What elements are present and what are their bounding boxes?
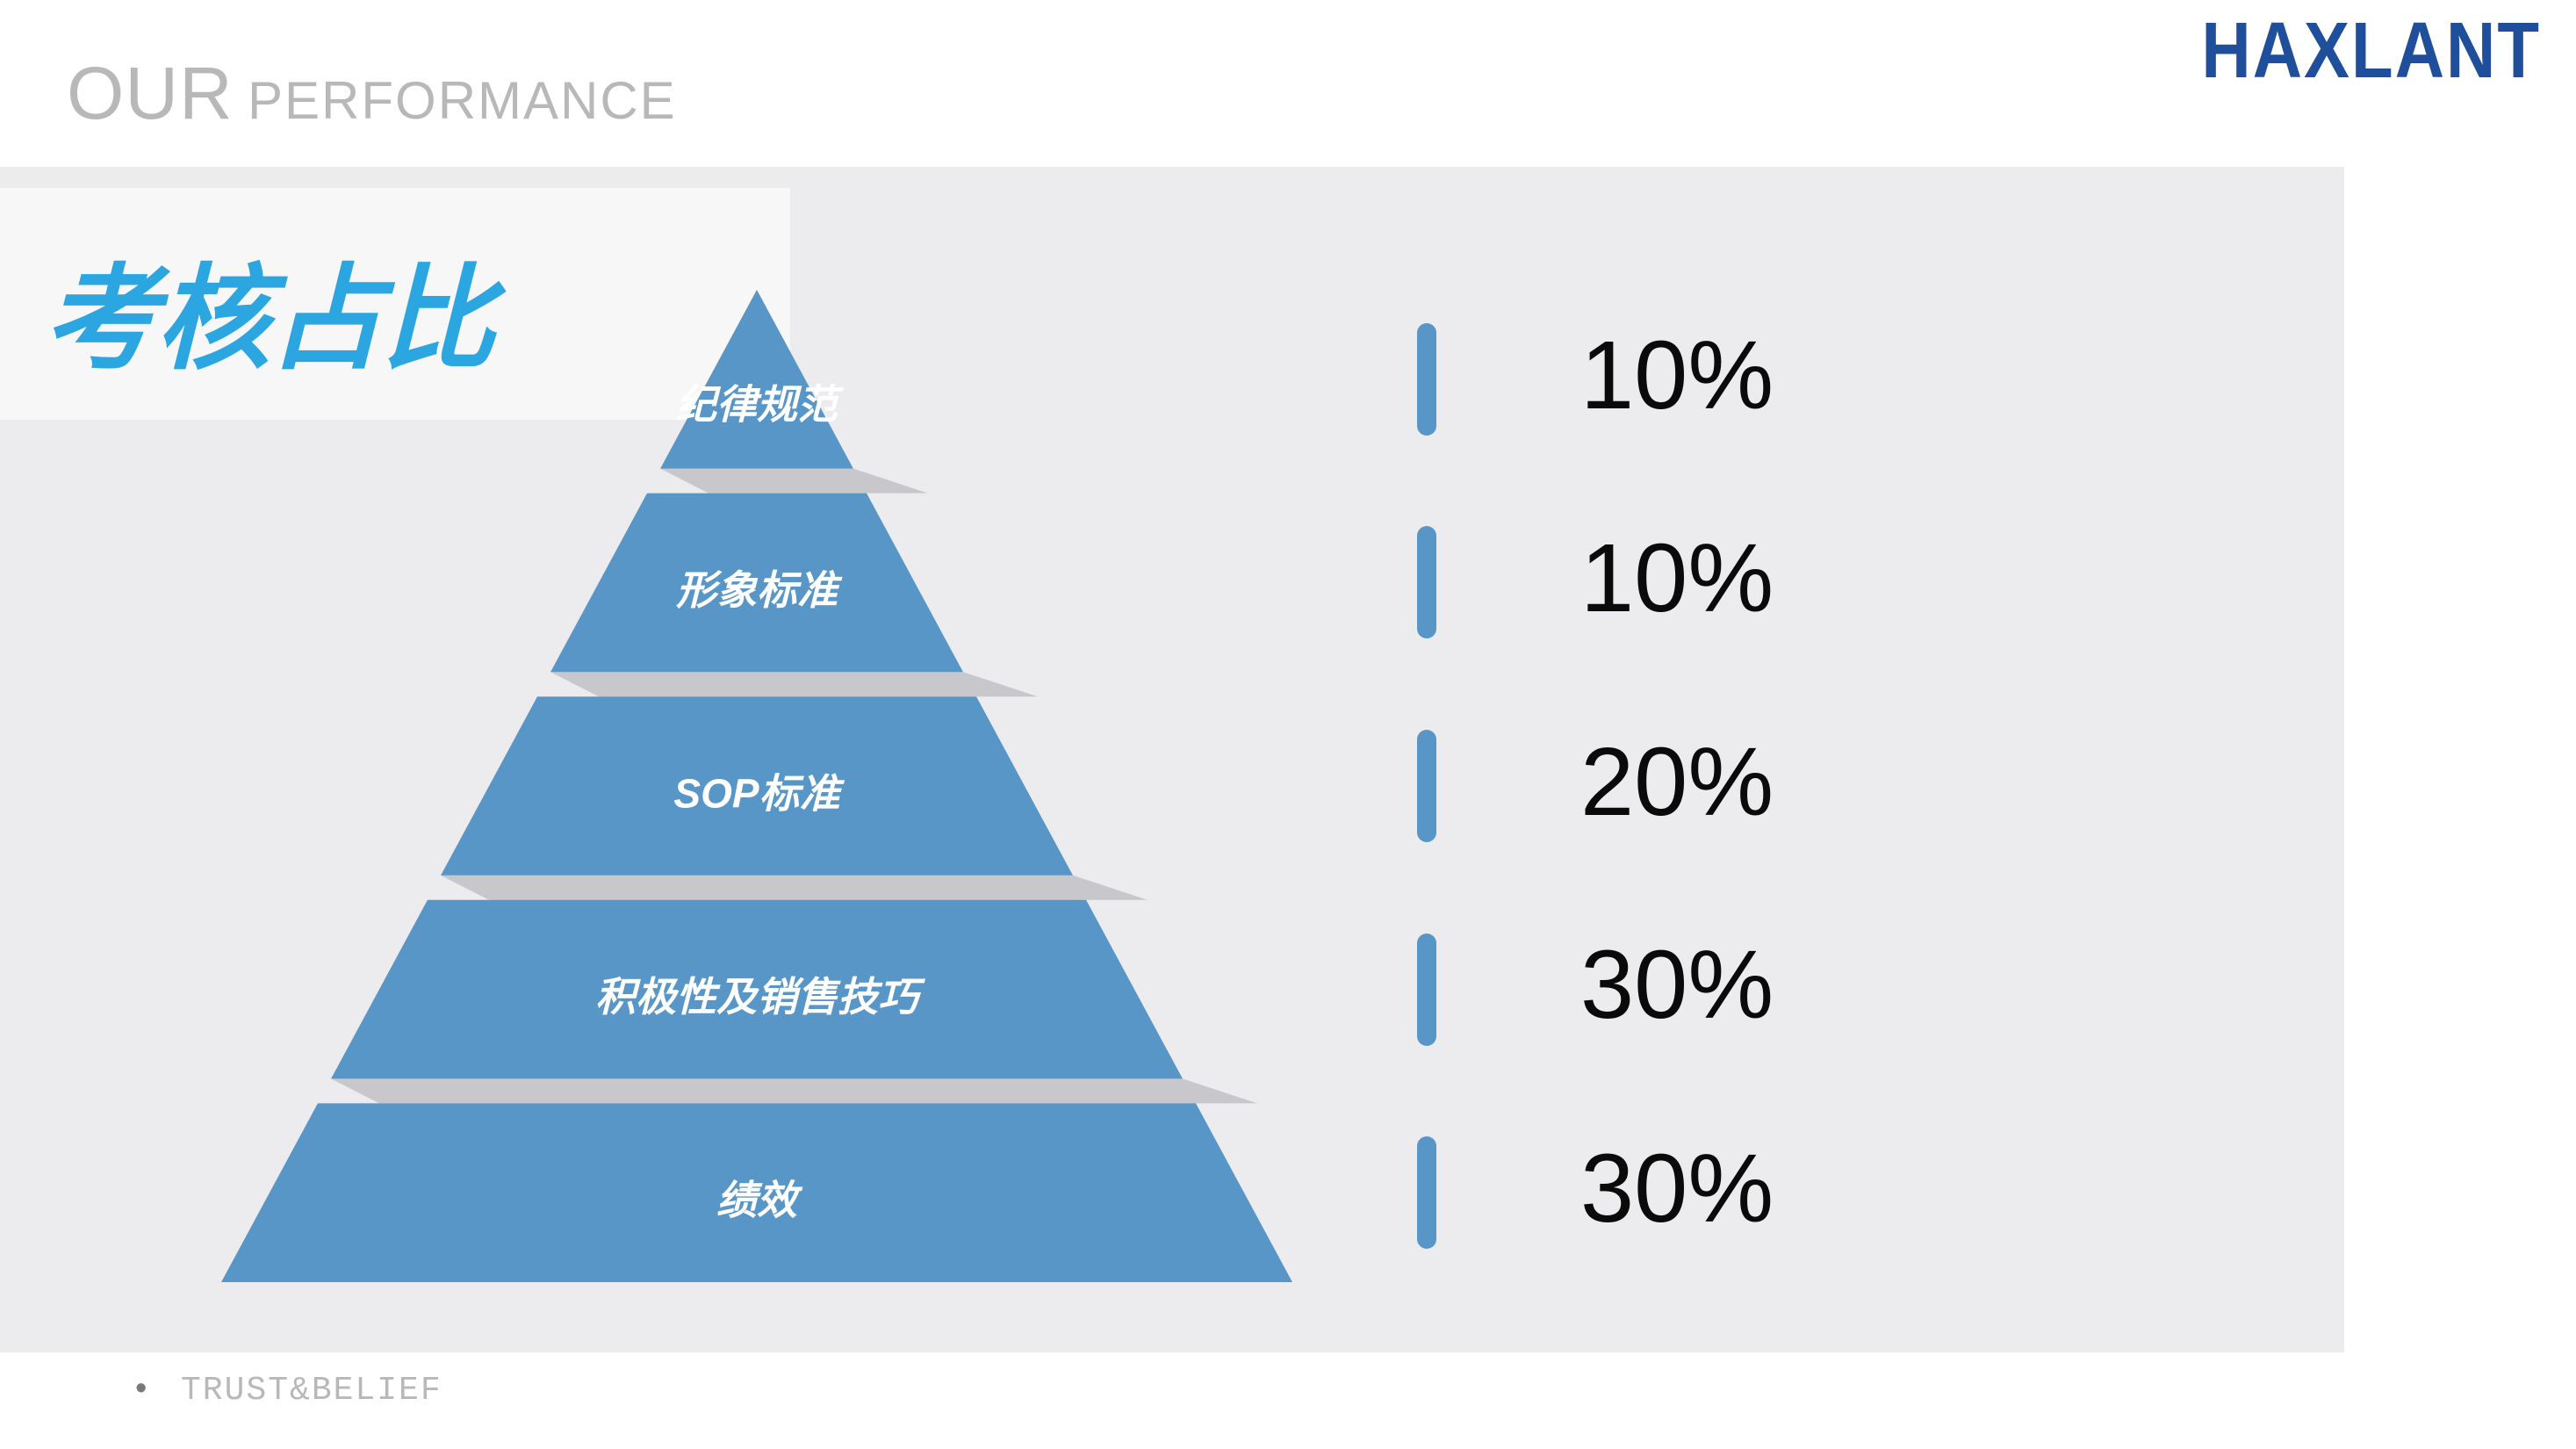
pyramid-level-label: 形象标准 — [676, 567, 843, 613]
pyramid-shadow — [660, 469, 928, 494]
pyramid-diagram: 纪律规范形象标准 SOP标准积极性及销售技巧绩效 — [0, 0, 2576, 1449]
divider-pill — [1417, 730, 1436, 842]
divider-pill — [1417, 323, 1436, 436]
footer-text: TRUST&BELIEF — [181, 1372, 443, 1409]
pyramid-level — [660, 290, 853, 469]
divider-pill — [1417, 934, 1436, 1046]
divider-pill — [1417, 526, 1436, 638]
pyramid-shadow — [331, 1078, 1257, 1103]
footer-bullet: • — [135, 1370, 147, 1408]
percentage-value: 10% — [1580, 320, 1774, 431]
percentage-value: 30% — [1580, 1133, 1774, 1244]
percentage-value: 30% — [1580, 929, 1774, 1041]
pyramid-level-label: 绩效 — [716, 1178, 803, 1223]
percentage-value: 20% — [1580, 726, 1774, 838]
pyramid-level-label: 积极性及销售技巧 — [595, 974, 925, 1020]
pyramid-shadow — [550, 672, 1038, 696]
pyramid-level-label: 纪律规范 — [676, 382, 845, 428]
pyramid-shadow — [441, 876, 1148, 900]
pyramid-level-label: SOP标准 — [673, 770, 845, 816]
percentage-value: 10% — [1580, 523, 1774, 634]
divider-pill — [1417, 1136, 1436, 1249]
